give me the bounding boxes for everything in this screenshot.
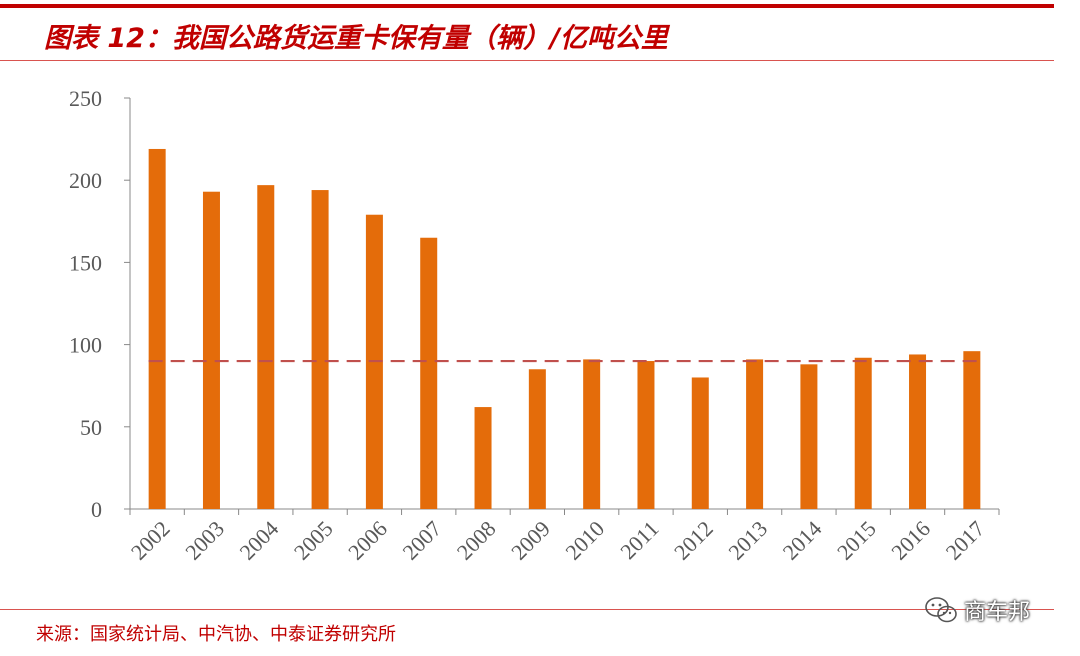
x-tick-label: 2013 [723,516,772,565]
bar [909,354,927,509]
x-tick-label: 2016 [886,516,935,565]
bar [637,361,655,509]
watermark-text: 商车邦 [964,600,1031,625]
bar [963,351,981,509]
x-tick-label: 2017 [941,516,990,565]
x-tick-label: 2012 [669,516,718,565]
x-tick-label: 2004 [235,516,284,565]
bar [257,185,275,509]
x-tick-label: 2015 [832,516,881,565]
y-tick-label: 250 [69,86,102,111]
x-tick-label: 2005 [289,516,338,565]
bar [691,377,709,509]
source-note: 来源：国家统计局、中汽协、中泰证券研究所 [36,624,396,645]
y-tick-label: 100 [69,333,102,358]
wechat-icon [925,597,957,623]
watermark: 商车邦 [924,594,1030,626]
bar [746,359,764,509]
bar [311,190,329,509]
x-tick-label: 2002 [126,516,175,565]
chart-title: 图表 12：我国公路货运重卡保有量（辆）/亿吨公里 [44,23,668,54]
x-tick-label: 2008 [452,516,501,565]
x-tick-label: 2003 [180,516,229,565]
title-divider [0,60,1054,61]
y-tick-label: 200 [69,168,102,193]
bar [474,407,492,509]
bar [202,191,220,509]
x-tick-label: 2011 [615,516,663,564]
y-tick-label: 0 [91,497,102,522]
x-tick-label: 2010 [560,516,609,565]
top-rule [0,4,1054,8]
x-tick-label: 2006 [343,516,392,565]
x-tick-label: 2014 [778,516,827,565]
bar [420,237,438,510]
bar [583,359,601,509]
y-tick-label: 50 [80,415,102,440]
bar [854,357,872,509]
x-tick-label: 2007 [397,516,446,565]
y-tick-label: 150 [69,250,102,275]
bar [528,369,546,509]
x-tick-label: 2009 [506,516,555,565]
bar [800,364,818,509]
source-divider [0,609,1054,610]
bar [148,148,166,510]
